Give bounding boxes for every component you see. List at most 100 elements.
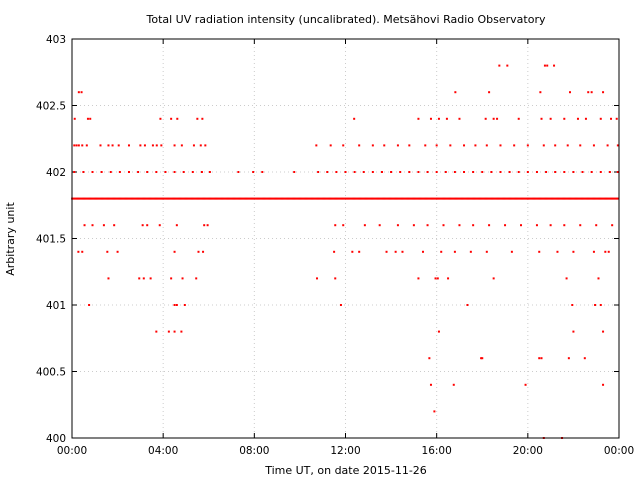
- data-point: [137, 171, 140, 173]
- data-point: [492, 277, 495, 280]
- data-point: [590, 91, 593, 94]
- data-point: [451, 197, 454, 200]
- data-point: [197, 197, 199, 200]
- data-point: [131, 197, 133, 200]
- data-point: [604, 250, 607, 253]
- data-point: [151, 197, 154, 200]
- data-point: [283, 197, 286, 200]
- data-point: [222, 197, 225, 200]
- data-point: [323, 197, 325, 200]
- data-point: [441, 197, 444, 200]
- data-point: [142, 277, 145, 280]
- data-point: [535, 224, 538, 227]
- data-point: [159, 117, 162, 120]
- data-point: [517, 197, 520, 200]
- data-point: [371, 197, 373, 200]
- data-point: [109, 171, 112, 173]
- data-point: [546, 197, 549, 200]
- data-point: [422, 197, 425, 200]
- data-point: [556, 250, 559, 253]
- data-point: [75, 144, 78, 147]
- data-point: [488, 91, 491, 94]
- data-point: [426, 197, 429, 200]
- x-tick-label: 00:00: [604, 445, 634, 457]
- data-point: [594, 304, 597, 306]
- data-point: [117, 144, 120, 147]
- data-point: [428, 197, 431, 200]
- data-point: [533, 197, 535, 200]
- data-point: [463, 144, 466, 147]
- data-point: [563, 171, 566, 173]
- data-point: [149, 277, 152, 280]
- data-point: [386, 197, 389, 200]
- data-point: [93, 197, 96, 200]
- data-point: [425, 197, 427, 200]
- data-point: [437, 117, 440, 120]
- data-point: [563, 224, 566, 227]
- data-point: [259, 197, 262, 200]
- data-point: [579, 197, 582, 200]
- data-point: [255, 197, 258, 200]
- data-point: [195, 197, 198, 200]
- y-tick-labels: 400 400.5 401 401.5 402 402.5 403: [36, 34, 66, 445]
- data-point: [434, 277, 437, 280]
- data-point: [423, 197, 426, 200]
- data-point: [333, 250, 336, 253]
- data-point: [263, 197, 265, 200]
- data-point: [571, 197, 574, 200]
- x-tick-label: 00:00: [57, 445, 87, 457]
- data-point: [399, 171, 402, 173]
- data-point: [175, 197, 178, 200]
- data-point: [366, 197, 369, 200]
- data-point: [467, 197, 469, 200]
- data-point: [334, 224, 337, 227]
- data-point: [458, 117, 461, 120]
- data-point: [156, 197, 159, 200]
- data-point: [546, 64, 549, 67]
- data-point: [579, 144, 582, 147]
- data-point: [458, 224, 461, 227]
- data-point: [139, 197, 142, 200]
- data-point: [113, 224, 116, 227]
- data-point: [146, 171, 149, 173]
- data-point: [271, 197, 274, 200]
- data-point: [89, 197, 91, 200]
- data-point: [397, 197, 400, 200]
- data-point: [512, 197, 515, 200]
- data-point: [339, 197, 342, 200]
- data-point: [360, 197, 363, 200]
- data-point: [277, 197, 280, 200]
- data-point: [160, 144, 163, 147]
- data-point: [342, 224, 345, 227]
- grid-lines: [72, 39, 619, 438]
- data-point: [78, 197, 81, 200]
- data-point: [235, 197, 238, 200]
- data-point: [325, 197, 328, 200]
- data-point: [570, 197, 573, 200]
- data-point: [491, 197, 493, 200]
- data-point: [266, 197, 269, 200]
- data-point: [481, 171, 484, 173]
- data-point: [318, 197, 321, 200]
- data-point: [95, 197, 97, 200]
- data-point: [480, 197, 483, 200]
- data-point: [246, 197, 249, 200]
- data-point: [173, 250, 176, 253]
- data-point: [72, 197, 75, 200]
- data-point: [615, 117, 618, 120]
- data-point: [228, 197, 231, 200]
- data-point: [335, 197, 337, 200]
- data-point: [270, 197, 273, 200]
- data-point: [469, 250, 472, 253]
- data-point: [555, 197, 558, 200]
- data-point: [97, 197, 100, 200]
- data-point: [553, 197, 556, 200]
- data-point: [272, 197, 275, 200]
- data-point: [351, 197, 354, 200]
- data-point: [572, 171, 575, 173]
- data-point: [487, 197, 490, 200]
- data-point: [123, 197, 126, 200]
- data-point: [116, 250, 119, 253]
- data-point: [315, 144, 318, 147]
